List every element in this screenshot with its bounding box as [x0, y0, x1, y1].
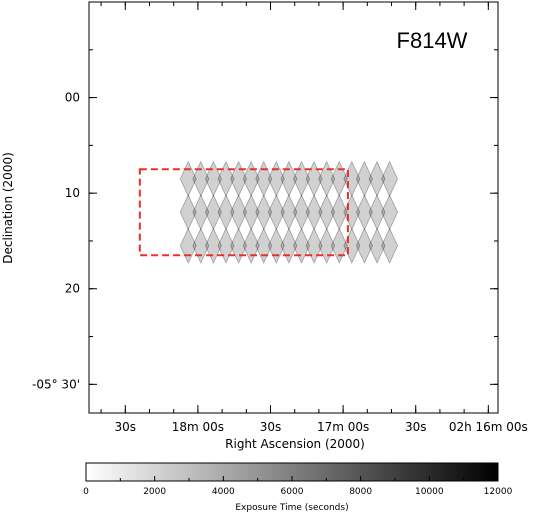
colorbar-tick-label-1: 2000	[143, 487, 166, 497]
colorbar-tick-label-2: 4000	[212, 487, 235, 497]
x-tick-label-3: 17m 00s	[317, 420, 369, 434]
y-axis-title: Declination (2000)	[1, 152, 15, 264]
exposure-tile-12-1	[330, 194, 348, 231]
colorbar-tick-label-4: 8000	[349, 487, 372, 497]
exposure-tile-3-1	[217, 194, 235, 231]
y-tick-label-0: 00	[65, 91, 80, 105]
exposure-tile-9-1	[293, 194, 310, 231]
exposure-tile-16-2	[381, 227, 399, 264]
x-tick-label-0: 30s	[115, 420, 137, 434]
x-tick-label-1: 18m 00s	[172, 420, 224, 434]
exposure-tile-1-1	[192, 194, 210, 231]
exposure-tile-15-2	[368, 227, 386, 264]
exposure-tile-15-1	[368, 194, 386, 231]
y-tick-label-2: 20	[65, 282, 80, 296]
y-ticks: 00 10 20 -05° 30'	[32, 49, 498, 391]
colorbar-ticks: 0 2000 4000 6000 8000 10000 12000	[83, 476, 513, 497]
exposure-tile-14-2	[355, 227, 373, 264]
x-ticks: 30s 18m 00s 30s 17m 00s 30s 02h 16m 00s	[100, 2, 528, 434]
x-tick-label-2: 30s	[260, 420, 282, 434]
plot-frame	[88, 1, 499, 414]
exposure-tile-5-1	[242, 194, 260, 231]
colorbar-tick-label-5: 10000	[415, 487, 444, 497]
y-tick-label-1: 10	[65, 186, 80, 200]
filter-label: F814W	[397, 28, 468, 53]
exposure-tile-4-1	[230, 194, 247, 231]
exposure-tile-6-1	[255, 194, 273, 231]
exposure-tiles	[179, 160, 399, 264]
exposure-tile-15-0	[368, 160, 386, 197]
exposure-tile-8-1	[280, 194, 298, 231]
exposure-tile-0-1	[179, 194, 197, 231]
x-tick-label-4: 30s	[405, 420, 427, 434]
x-tick-label-5: 02h 16m 00s	[449, 420, 528, 434]
colorbar-tick-label-3: 6000	[281, 487, 304, 497]
exposure-tile-10-1	[305, 194, 323, 231]
survey-outline-rect	[138, 168, 349, 257]
survey-outline	[138, 168, 349, 257]
exposure-tile-16-1	[381, 194, 399, 231]
exposure-tile-14-1	[355, 194, 373, 231]
exposure-tile-16-0	[381, 160, 399, 197]
colorbar-title: Exposure Time (seconds)	[235, 503, 348, 513]
x-axis-title: Right Ascension (2000)	[225, 437, 365, 451]
colorbar-tick-label-0: 0	[83, 487, 89, 497]
colorbar-tick-label-6: 12000	[484, 487, 513, 497]
exposure-tile-11-1	[318, 194, 336, 231]
y-tick-label-3: -05° 30'	[32, 377, 80, 391]
exposure-tile-14-0	[355, 160, 373, 197]
exposure-tile-7-1	[267, 194, 285, 231]
exposure-tile-2-1	[204, 194, 222, 231]
